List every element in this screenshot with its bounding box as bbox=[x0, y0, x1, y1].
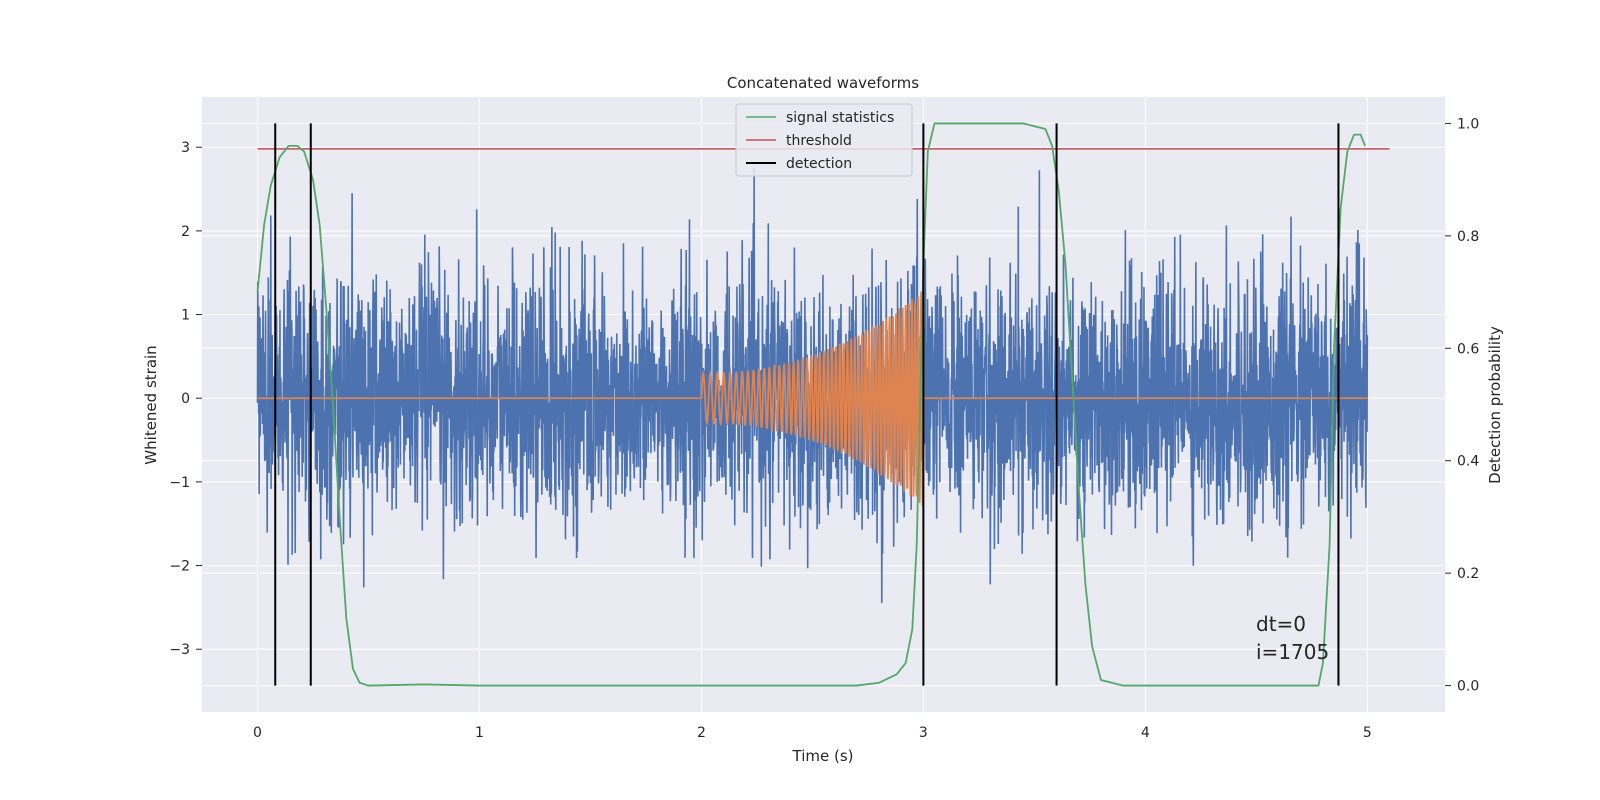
template-line bbox=[257, 291, 1368, 507]
legend-label-statistic: signal statistics bbox=[786, 110, 894, 126]
annotation-dt: dt=0 bbox=[1256, 612, 1306, 636]
x-axis-label: Time (s) bbox=[792, 747, 854, 765]
x-tick-label: 4 bbox=[1141, 725, 1150, 741]
legend: signal statistics threshold detection bbox=[735, 103, 913, 177]
y-tick-label: −1 bbox=[169, 475, 190, 491]
y-tick-label: 2 bbox=[181, 224, 190, 240]
y-tick-labels: 3 2 1 0 −1 −2 −3 bbox=[169, 140, 202, 658]
noise-line bbox=[256, 167, 1369, 603]
y-tick-label: 0 bbox=[181, 391, 190, 407]
template-series bbox=[257, 291, 1368, 507]
noise-series bbox=[256, 167, 1369, 603]
detection-series bbox=[274, 123, 1340, 686]
y2-tick-label: 0.0 bbox=[1457, 679, 1479, 695]
x-tick-labels: 0 1 2 3 4 5 bbox=[253, 725, 1372, 741]
x-tick-label: 1 bbox=[475, 725, 484, 741]
y2-axis-label: Detection probability bbox=[1486, 326, 1504, 484]
legend-box bbox=[735, 103, 913, 177]
statistic-series bbox=[256, 122, 1366, 687]
y-tick-label: −3 bbox=[169, 642, 190, 658]
y-tick-label: −2 bbox=[169, 559, 190, 575]
statistic-line bbox=[256, 122, 1366, 687]
annotation-i: i=1705 bbox=[1256, 640, 1329, 664]
x-tick-label: 3 bbox=[919, 725, 928, 741]
legend-label-threshold: threshold bbox=[786, 133, 852, 149]
legend-label-detection: detection bbox=[786, 156, 852, 172]
y2-tick-label: 0.4 bbox=[1457, 454, 1479, 470]
y2-tick-labels: 1.0 0.8 0.6 0.4 0.2 0.0 bbox=[1445, 116, 1479, 695]
y-tick-label: 1 bbox=[181, 308, 190, 324]
y2-tick-label: 0.2 bbox=[1457, 566, 1479, 582]
y2-tick-label: 0.6 bbox=[1457, 341, 1479, 357]
chart-title: Concatenated waveforms bbox=[727, 74, 919, 92]
y2-tick-label: 1.0 bbox=[1457, 116, 1479, 132]
x-tick-label: 0 bbox=[253, 725, 262, 741]
y-axis-label: Whitened strain bbox=[142, 345, 160, 464]
x-tick-label: 2 bbox=[697, 725, 706, 741]
y-tick-label: 3 bbox=[181, 140, 190, 156]
y2-tick-label: 0.8 bbox=[1457, 229, 1479, 245]
x-tick-label: 5 bbox=[1363, 725, 1372, 741]
